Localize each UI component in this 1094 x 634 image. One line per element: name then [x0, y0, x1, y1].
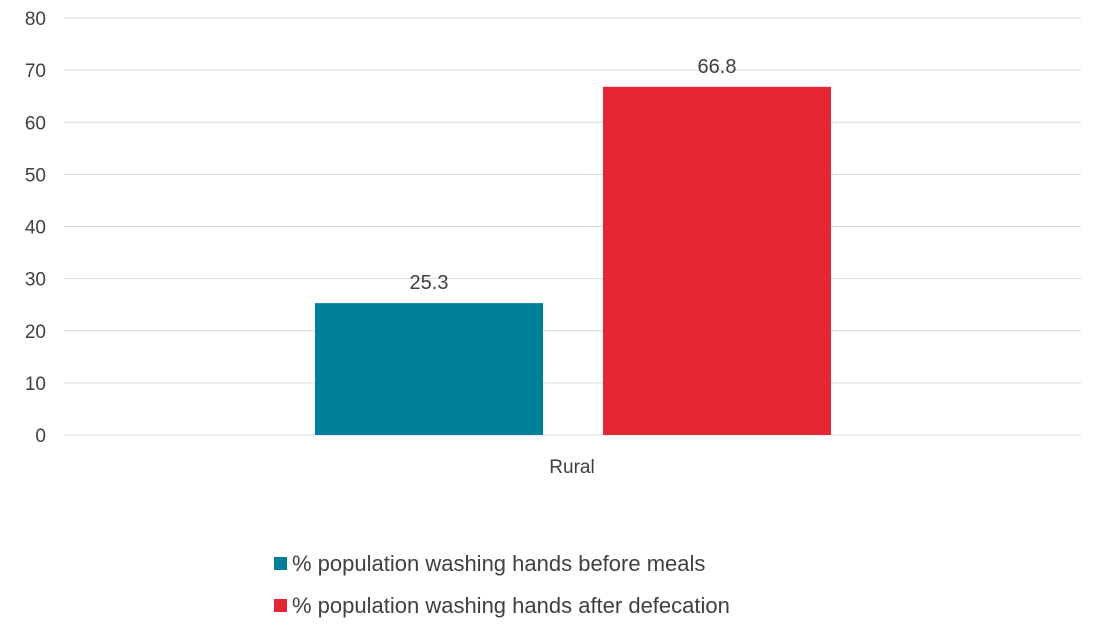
- legend-swatch-before-meals: [274, 557, 287, 570]
- y-tick-label: 20: [25, 322, 46, 343]
- bar-after-defecation[interactable]: [603, 86, 831, 436]
- x-category-label: Rural: [549, 457, 594, 478]
- y-tick-label: 80: [25, 9, 46, 30]
- x-axis-labels: Rural: [549, 457, 594, 478]
- data-label-before-meals: 25.3: [410, 272, 449, 294]
- legend-label-before-meals: % population washing hands before meals: [292, 550, 706, 576]
- legend: % population washing hands before meals …: [274, 550, 974, 634]
- legend-label-after-defecation: % population washing hands after defecat…: [292, 592, 730, 618]
- bars: [315, 86, 831, 436]
- gridlines: [64, 17, 1081, 436]
- y-tick-label: 60: [25, 113, 46, 134]
- legend-item-before-meals[interactable]: % population washing hands before meals: [274, 550, 974, 577]
- data-labels: 25.3 66.8: [410, 56, 737, 294]
- legend-swatch-after-defecation: [274, 599, 287, 612]
- y-axis-ticks: 0 10 20 30 40 50 60 70 80: [25, 9, 46, 447]
- y-tick-label: 70: [25, 61, 46, 82]
- legend-item-after-defecation[interactable]: % population washing hands after defecat…: [274, 592, 974, 619]
- y-tick-label: 10: [25, 374, 46, 395]
- y-tick-label: 30: [25, 270, 46, 291]
- y-tick-label: 50: [25, 165, 46, 186]
- bar-before-meals[interactable]: [315, 303, 543, 435]
- y-tick-label: 40: [25, 218, 46, 239]
- y-tick-label: 0: [35, 426, 46, 447]
- data-label-after-defecation: 66.8: [698, 56, 737, 78]
